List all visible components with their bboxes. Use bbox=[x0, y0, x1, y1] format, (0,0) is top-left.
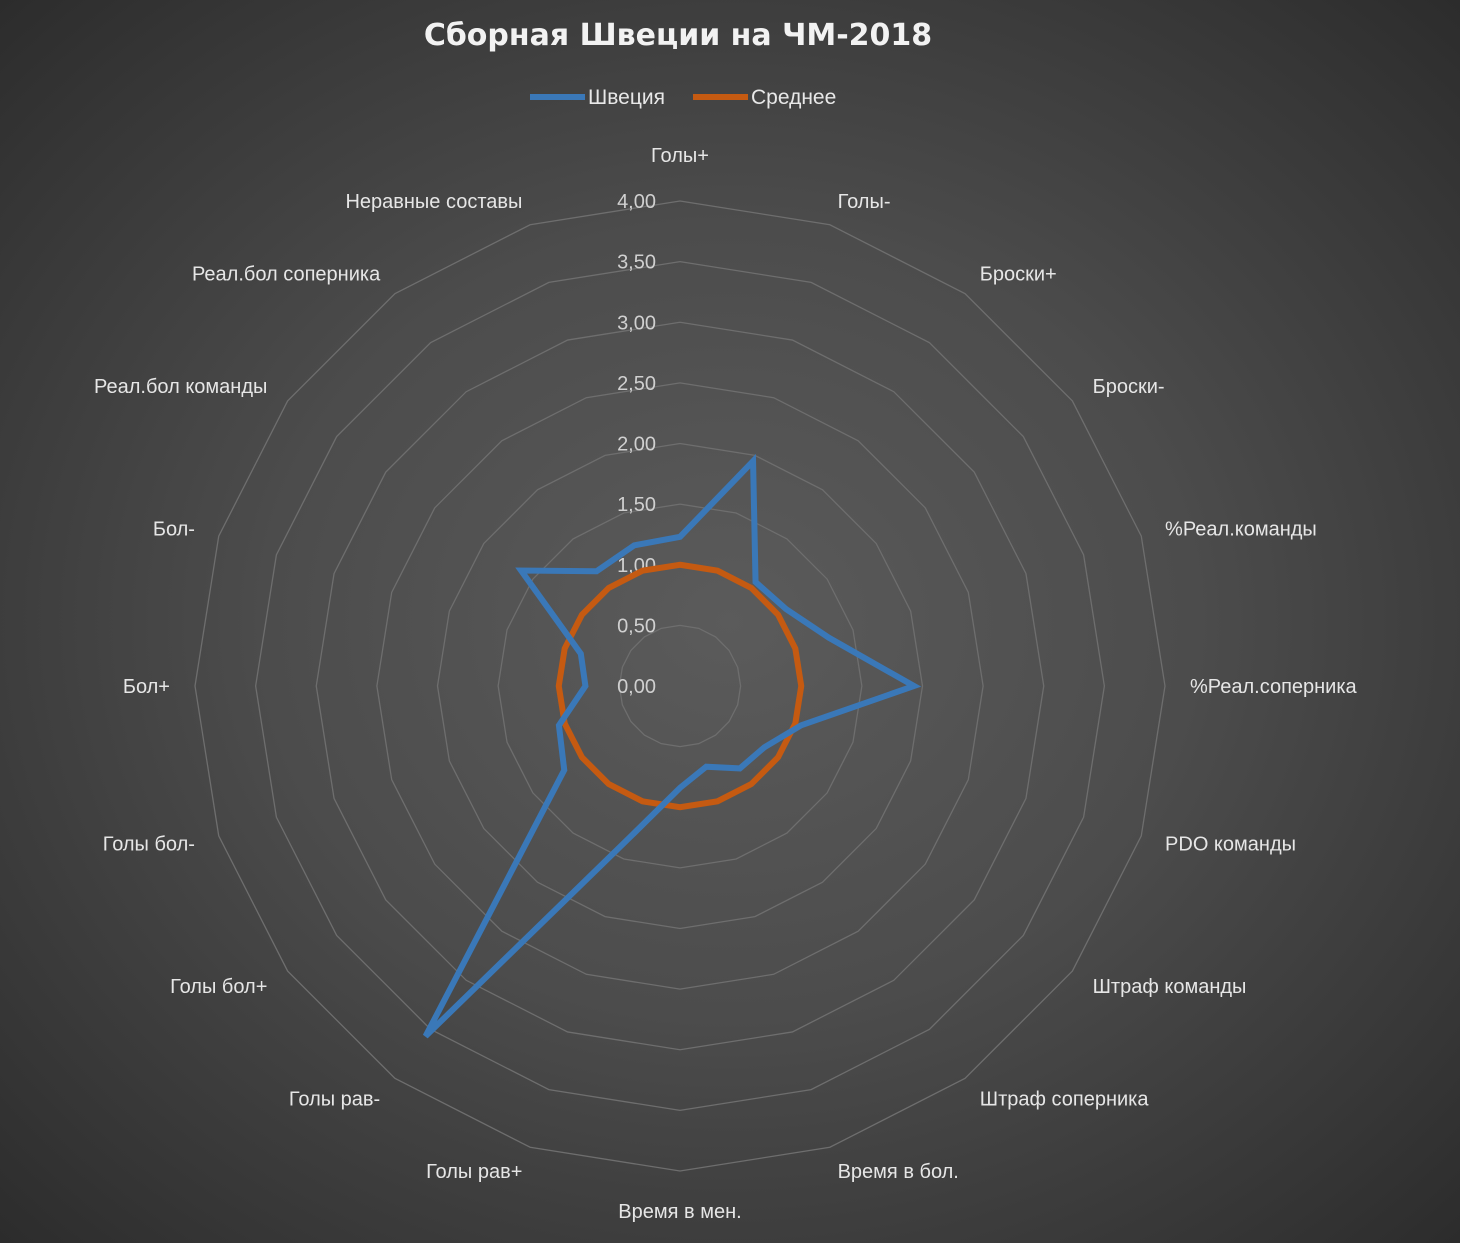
tick-label: 0,00 bbox=[617, 676, 656, 698]
category-label: Штраф команды bbox=[1093, 976, 1247, 998]
grid-ring bbox=[376, 382, 984, 990]
category-label: Броски- bbox=[1093, 376, 1165, 398]
grid-ring bbox=[497, 503, 863, 869]
category-label: Штраф соперника bbox=[980, 1089, 1150, 1111]
category-label: Реал.бол соперника bbox=[192, 263, 381, 285]
category-label: Бол- bbox=[153, 518, 195, 540]
series-line-sweden bbox=[422, 453, 922, 1039]
category-label: Голы бол+ bbox=[170, 976, 267, 998]
tick-label: 1,50 bbox=[617, 494, 656, 516]
legend: Швеция Среднее bbox=[530, 86, 836, 109]
category-label: Голы рав+ bbox=[426, 1161, 522, 1183]
category-label: %Реал.соперника bbox=[1190, 676, 1358, 698]
tick-label: 2,00 bbox=[617, 434, 656, 456]
series-line-average bbox=[555, 561, 805, 811]
tick-label: 0,50 bbox=[617, 615, 656, 637]
series bbox=[422, 453, 922, 1039]
category-label: Неравные составы bbox=[345, 191, 522, 213]
tick-label: 2,50 bbox=[617, 373, 656, 395]
category-label: PDO команды bbox=[1165, 834, 1296, 856]
category-label: Голы бол- bbox=[103, 834, 195, 856]
tick-label: 3,00 bbox=[617, 312, 656, 334]
category-label: Голы- bbox=[838, 191, 891, 213]
legend-label-average: Среднее bbox=[751, 86, 836, 109]
grid-ring bbox=[194, 200, 1166, 1172]
grid-ring bbox=[315, 321, 1045, 1051]
category-label: %Реал.команды bbox=[1165, 518, 1317, 540]
category-label: Голы рав- bbox=[289, 1089, 380, 1111]
category-labels: Голы+ Голы- Броски+ Броски- %Реал.команды %Ре… bbox=[94, 145, 1358, 1223]
chart-title: Сборная Швеции на ЧМ-2018 bbox=[424, 18, 932, 53]
category-label: Голы+ bbox=[651, 145, 709, 167]
grid bbox=[194, 200, 1166, 1172]
grid-ring bbox=[254, 260, 1106, 1112]
radial-ticks: 0,000,501,001,502,002,503,003,504,00 bbox=[617, 191, 656, 698]
grid-ring bbox=[618, 624, 742, 748]
category-label: Реал.бол команды bbox=[94, 376, 267, 398]
category-label: Броски+ bbox=[980, 263, 1057, 285]
legend-label-sweden: Швеция bbox=[588, 86, 665, 109]
category-label: Время в мен. bbox=[618, 1201, 741, 1223]
tick-label: 4,00 bbox=[617, 191, 656, 213]
category-label: Бол+ bbox=[123, 676, 170, 698]
grid-ring bbox=[436, 442, 924, 930]
category-label: Время в бол. bbox=[838, 1161, 959, 1183]
tick-label: 3,50 bbox=[617, 252, 656, 274]
